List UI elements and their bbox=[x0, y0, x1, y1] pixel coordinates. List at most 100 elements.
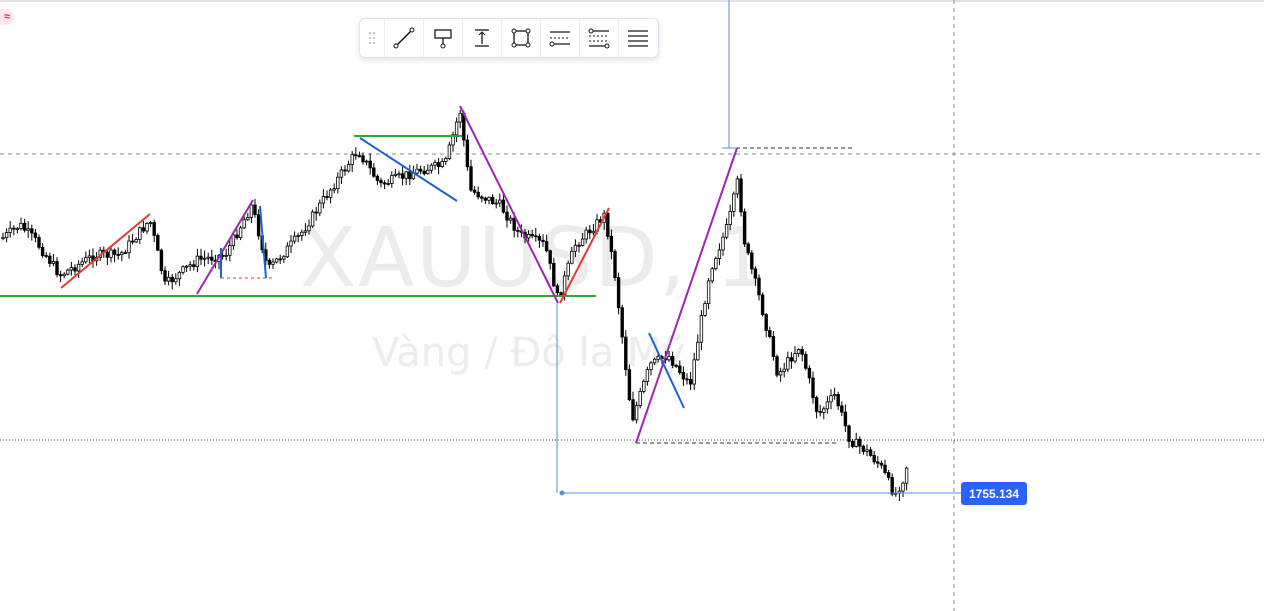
candle-body bbox=[818, 411, 822, 413]
candle-body bbox=[303, 230, 308, 233]
candle-body bbox=[332, 188, 336, 191]
purple-trend-line-1[interactable] bbox=[196, 199, 254, 295]
candle-body bbox=[652, 358, 657, 364]
candle-body bbox=[382, 182, 387, 185]
candle-body bbox=[609, 235, 614, 252]
candle-body bbox=[235, 234, 239, 239]
price-axis-label: 1755.134 bbox=[961, 482, 1027, 505]
tradingview-logo[interactable]: ≈ bbox=[0, 9, 14, 25]
candle-body bbox=[30, 228, 34, 234]
candle-body bbox=[577, 244, 581, 247]
candle-body bbox=[854, 438, 858, 447]
blue-trend-line-2[interactable] bbox=[648, 332, 685, 409]
grip-dots-icon[interactable] bbox=[360, 19, 384, 57]
blue-trend-line-1[interactable] bbox=[359, 137, 458, 202]
drawings-layer[interactable] bbox=[0, 0, 961, 496]
price-note-tool[interactable] bbox=[423, 19, 462, 57]
candle-body bbox=[130, 240, 135, 243]
candle-body bbox=[386, 183, 390, 185]
measure-anchor-point[interactable] bbox=[559, 490, 565, 496]
channel-icon bbox=[549, 31, 570, 47]
fib-retracement-tool[interactable] bbox=[579, 19, 618, 57]
candle-body bbox=[253, 204, 257, 215]
parallel-channel-tool[interactable] bbox=[540, 19, 579, 57]
candle-body bbox=[634, 405, 639, 421]
candle-body bbox=[26, 228, 30, 231]
candle-body bbox=[433, 162, 437, 166]
candle-body bbox=[768, 330, 772, 337]
candle-body bbox=[825, 401, 830, 410]
candle-body bbox=[685, 378, 689, 381]
candle-body bbox=[872, 455, 876, 463]
candle-body bbox=[865, 449, 869, 452]
candle-body bbox=[314, 211, 318, 214]
candle-body bbox=[534, 235, 538, 238]
candle-body bbox=[33, 232, 38, 238]
candle-body bbox=[321, 196, 326, 204]
candle-body bbox=[746, 243, 750, 254]
candle-body bbox=[753, 268, 758, 279]
candle-body bbox=[861, 445, 866, 452]
candle-body bbox=[811, 377, 815, 399]
candle-body bbox=[123, 252, 128, 254]
candle-body bbox=[706, 280, 711, 304]
candle-body bbox=[436, 162, 441, 168]
red-trend-line-1[interactable] bbox=[60, 213, 151, 289]
candle-body bbox=[904, 467, 909, 484]
candle-body bbox=[44, 255, 48, 257]
candle-body bbox=[404, 171, 408, 179]
candle-body bbox=[552, 262, 556, 287]
candle-body bbox=[84, 257, 88, 263]
candle-body bbox=[804, 353, 808, 369]
candle-body bbox=[530, 233, 534, 237]
candle-body bbox=[584, 229, 588, 240]
candle-body bbox=[710, 268, 714, 282]
candle-body bbox=[66, 269, 70, 275]
price-range-tool[interactable] bbox=[462, 19, 501, 57]
candle-body bbox=[228, 245, 232, 256]
candle-body bbox=[296, 235, 300, 237]
candle-body bbox=[638, 391, 642, 407]
candle-body bbox=[858, 438, 862, 447]
candle-body bbox=[138, 227, 142, 240]
candle-body bbox=[199, 255, 203, 260]
candle-body bbox=[300, 231, 304, 236]
horizontal-lines-tool[interactable] bbox=[618, 19, 657, 57]
candle-body bbox=[696, 341, 700, 361]
candle-body bbox=[526, 233, 531, 239]
candle-body bbox=[202, 257, 207, 260]
candle-body bbox=[105, 251, 110, 258]
candle-body bbox=[670, 355, 675, 366]
candle-body bbox=[674, 364, 678, 367]
candle-body bbox=[714, 258, 718, 270]
candle-body bbox=[307, 225, 311, 232]
red-trend-line-2[interactable] bbox=[559, 207, 610, 304]
candle-body bbox=[134, 239, 138, 243]
trend-line-tool[interactable] bbox=[384, 19, 423, 57]
rectangle-icon bbox=[511, 28, 531, 48]
candle-body bbox=[282, 256, 286, 260]
candle-body bbox=[224, 254, 228, 257]
vertical-range-icon bbox=[475, 29, 489, 47]
candle-body bbox=[51, 261, 56, 264]
candle-body bbox=[886, 472, 891, 478]
candle-body bbox=[775, 356, 779, 376]
candle-body bbox=[69, 267, 74, 271]
candle-body bbox=[339, 169, 344, 178]
candle-body bbox=[174, 278, 178, 283]
blue-tick-2[interactable] bbox=[259, 205, 267, 279]
candle-body bbox=[699, 315, 704, 343]
candle-body bbox=[649, 362, 653, 371]
candle-body bbox=[354, 154, 358, 157]
candle-body bbox=[483, 197, 488, 201]
candle-body bbox=[393, 173, 398, 176]
purple-trend-line-2[interactable] bbox=[459, 105, 559, 304]
purple-trend-line-3[interactable] bbox=[635, 147, 738, 444]
candle-body bbox=[559, 292, 563, 296]
candle-body bbox=[390, 175, 394, 184]
rectangle-tool[interactable] bbox=[501, 19, 540, 57]
candle-body bbox=[732, 193, 736, 212]
candle-body bbox=[721, 236, 725, 251]
candle-body bbox=[156, 235, 160, 251]
